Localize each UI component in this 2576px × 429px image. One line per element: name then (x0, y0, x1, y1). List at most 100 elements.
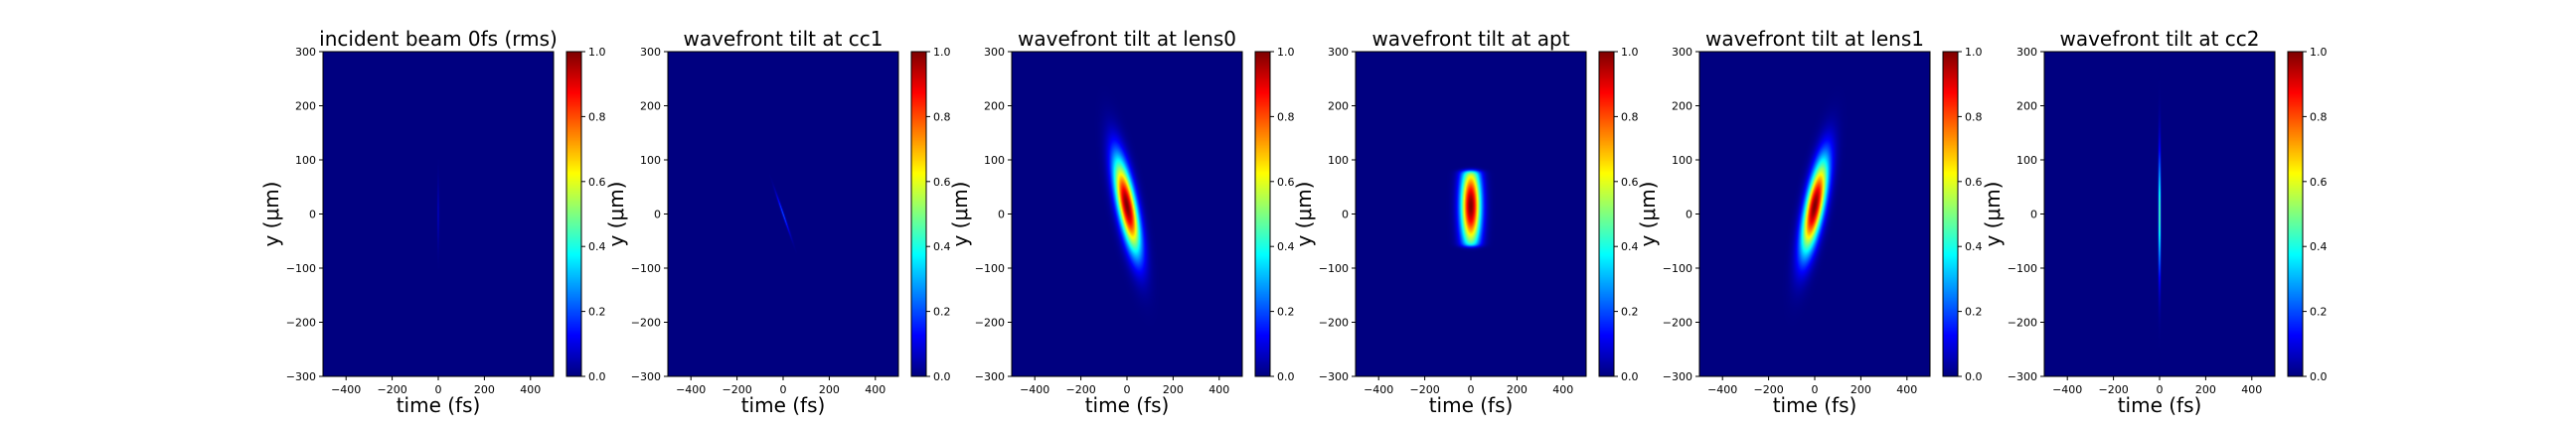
x-tick-label: 400 (1552, 383, 1573, 396)
y-tick-label: 100 (640, 154, 661, 167)
x-tick-label: −200 (377, 383, 406, 396)
x-tick-label: −200 (1753, 383, 1783, 396)
y-tick-label: −200 (631, 317, 661, 330)
colorbar-tick-label: 0.6 (1965, 176, 1983, 189)
x-axis-label: time (fs) (1429, 393, 1514, 417)
panel-title: wavefront tilt at lens0 (1018, 27, 1236, 51)
x-tick-label: 400 (865, 383, 886, 396)
y-tick-label: −200 (286, 317, 316, 330)
colorbar-tick-label: 0.0 (2310, 370, 2328, 383)
x-tick-label: 0 (1124, 383, 1131, 396)
x-tick-label: 0 (2157, 383, 2164, 396)
colorbar-tick-label: 0.4 (1277, 240, 1295, 253)
panel-1: incident beam 0fs (rms) −400 −200 0 200 400 −3… (259, 27, 606, 417)
colorbar-frame (1942, 51, 1959, 377)
colorbar (2288, 52, 2303, 376)
colorbar-tick-label: 1.0 (1965, 46, 1983, 59)
x-tick-label: −400 (1364, 383, 1393, 396)
heatmap-image (668, 52, 898, 376)
y-tick-label: 0 (998, 209, 1005, 221)
y-tick-label: −100 (631, 262, 661, 275)
colorbar-tick-label: 0.0 (588, 370, 606, 383)
x-tick-label: 200 (474, 383, 495, 396)
y-tick-label: −200 (975, 317, 1005, 330)
x-tick-label: 200 (1507, 383, 1528, 396)
panel-title: incident beam 0fs (rms) (319, 27, 558, 51)
x-axis-label: time (fs) (2118, 393, 2202, 417)
y-tick-label: −300 (286, 370, 316, 383)
y-tick-label: −200 (1663, 317, 1692, 330)
y-tick-label: −300 (1319, 370, 1349, 383)
y-tick-label: 200 (640, 100, 661, 113)
colorbar-tick-label: 0.0 (1621, 370, 1639, 383)
y-tick-label: 200 (2016, 100, 2037, 113)
x-tick-label: 400 (520, 383, 541, 396)
colorbar-tick-label: 0.2 (933, 306, 951, 319)
colorbar-tick-label: 0.6 (588, 176, 606, 189)
y-tick-label: 100 (984, 154, 1005, 167)
x-tick-label: −400 (1707, 383, 1737, 396)
colorbar-tick-label: 1.0 (1621, 46, 1639, 59)
y-tick-label: 300 (2016, 46, 2037, 59)
y-axis-label: y (μm) (1636, 181, 1660, 246)
colorbar-tick-label: 0.0 (1965, 370, 1983, 383)
panel-title: wavefront tilt at lens1 (1705, 27, 1924, 51)
colorbar-tick-label: 0.6 (2310, 176, 2328, 189)
y-tick-label: −300 (631, 370, 661, 383)
x-tick-label: 200 (2195, 383, 2216, 396)
panel-title: wavefront tilt at cc2 (2059, 27, 2259, 51)
panel-title: wavefront tilt at cc1 (683, 27, 883, 51)
colorbar (1599, 52, 1614, 376)
colorbar-tick-label: 0.8 (933, 110, 951, 123)
y-tick-label: 200 (295, 100, 316, 113)
colorbar-frame (1254, 51, 1271, 377)
x-tick-label: −400 (1020, 383, 1049, 396)
colorbar (1255, 52, 1270, 376)
x-tick-label: 0 (1468, 383, 1475, 396)
y-tick-label: 100 (1328, 154, 1349, 167)
heatmap-image (323, 52, 554, 376)
y-tick-label: −300 (2008, 370, 2037, 383)
x-tick-label: −200 (2098, 383, 2128, 396)
colorbar-frame (1598, 51, 1615, 377)
y-tick-label: −200 (2008, 317, 2037, 330)
colorbar-tick-label: 0.2 (2310, 306, 2328, 319)
colorbar-tick-label: 0.2 (1621, 306, 1639, 319)
colorbar-tick-label: 1.0 (1277, 46, 1295, 59)
x-tick-label: −200 (722, 383, 751, 396)
y-tick-label: 300 (984, 46, 1005, 59)
panel-3: wavefront tilt at lens0 −400 −200 0 200 400 −3… (948, 27, 1295, 417)
colorbar-tick-label: 0.8 (1965, 110, 1983, 123)
colorbar-tick-label: 0.6 (1277, 176, 1295, 189)
colorbar-tick-label: 0.0 (1277, 370, 1295, 383)
x-tick-label: 400 (1896, 383, 1917, 396)
colorbar-tick-label: 0.6 (1621, 176, 1639, 189)
colorbar-tick-label: 0.8 (1621, 110, 1639, 123)
y-axis-label: y (μm) (1292, 181, 1316, 246)
colorbar-tick-label: 0.4 (933, 240, 951, 253)
y-tick-label: 300 (295, 46, 316, 59)
y-tick-label: 0 (1686, 209, 1692, 221)
heatmap-image (1012, 52, 1242, 376)
colorbar-tick-label: 0.2 (1965, 306, 1983, 319)
y-tick-label: 100 (2016, 154, 2037, 167)
x-tick-label: −200 (1065, 383, 1095, 396)
x-axis-label: time (fs) (397, 393, 481, 417)
x-axis-label: time (fs) (741, 393, 826, 417)
y-tick-label: −200 (1319, 317, 1349, 330)
colorbar-tick-label: 0.8 (588, 110, 606, 123)
colorbar-tick-label: 0.4 (2310, 240, 2328, 253)
panels: incident beam 0fs (rms) −400 −200 0 200 400 −3… (259, 27, 2328, 417)
y-tick-label: 300 (1672, 46, 1692, 59)
y-tick-label: −300 (975, 370, 1005, 383)
x-tick-label: −400 (331, 383, 361, 396)
colorbar-frame (565, 51, 582, 377)
y-tick-label: 100 (295, 154, 316, 167)
x-tick-label: 200 (1163, 383, 1184, 396)
x-tick-label: 400 (2241, 383, 2262, 396)
panel-title: wavefront tilt at apt (1371, 27, 1569, 51)
colorbar (566, 52, 581, 376)
colorbar-tick-label: 0.0 (933, 370, 951, 383)
y-tick-label: −100 (2008, 262, 2037, 275)
